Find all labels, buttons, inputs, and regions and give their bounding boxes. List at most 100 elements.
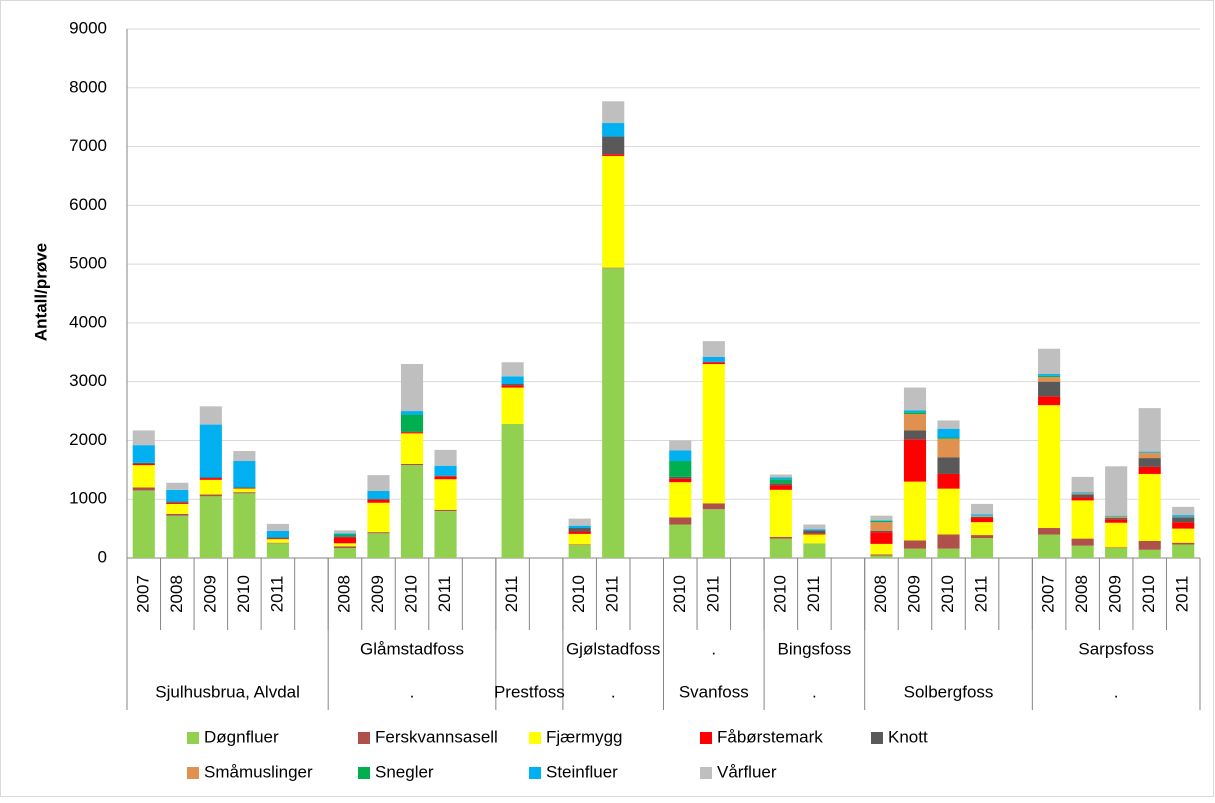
bar-segment: [1038, 381, 1061, 397]
y-tick-label: 4000: [69, 312, 107, 331]
group-label: Sjulhusbrua, Alvdal: [155, 682, 300, 701]
legend-label: Steinfluer: [546, 762, 618, 781]
bar-segment: [199, 494, 222, 497]
y-tick-label: 2000: [69, 430, 107, 449]
bar-segment: [669, 524, 692, 558]
x-tick-label: 2010: [770, 575, 789, 613]
bar-segment: [970, 538, 994, 558]
bar-segment: [602, 154, 625, 156]
legend-label: Småmuslinger: [204, 762, 313, 781]
group-label: .: [1114, 682, 1119, 701]
x-tick-label: 2010: [938, 575, 957, 613]
group-label: Glåmstadfoss: [360, 639, 464, 658]
x-tick-label: 2009: [904, 575, 923, 613]
y-tick-label: 6000: [69, 195, 107, 214]
bar-segment: [702, 341, 725, 357]
bar-segment: [1071, 476, 1094, 493]
bar-segment: [1172, 506, 1195, 516]
bar-segment: [970, 514, 994, 516]
legend-label: Fjærmygg: [546, 727, 623, 746]
y-tick-label: 3000: [69, 371, 107, 390]
y-tick-label: 5000: [69, 254, 107, 273]
bar-segment: [870, 515, 893, 521]
bar-segment: [1038, 405, 1061, 529]
bar-segment: [702, 364, 725, 504]
bar-segment: [333, 530, 357, 534]
bar-segment: [233, 451, 256, 462]
bar-segment: [400, 414, 424, 432]
x-tick-label: 2009: [1106, 575, 1125, 613]
bar-segment: [266, 537, 289, 539]
bar-segment: [1138, 466, 1161, 474]
bar-segment: [132, 462, 155, 464]
bar-segment: [333, 536, 357, 538]
bar-segment: [1105, 515, 1128, 517]
bar-segment: [501, 362, 524, 377]
bar-segment: [132, 487, 155, 491]
legend-swatch: [700, 767, 712, 779]
bar-segment: [1071, 493, 1094, 495]
bar-segment: [937, 534, 960, 549]
bar-segment: [937, 473, 960, 489]
bar-segment: [1138, 451, 1161, 453]
group-label: Solbergfoss: [904, 682, 994, 701]
bar-segment: [1105, 466, 1128, 516]
bar-segment: [1172, 515, 1195, 517]
bar-segment: [803, 524, 826, 530]
legend-swatch: [871, 732, 883, 744]
bar-segment: [937, 420, 960, 429]
bar-segment: [669, 476, 692, 479]
bar-segment: [970, 522, 994, 536]
x-tick-label: 2009: [368, 575, 387, 613]
legend-swatch: [529, 732, 541, 744]
bar-segment: [501, 384, 524, 386]
bar-segment: [1071, 538, 1094, 546]
bar-segment: [702, 356, 725, 362]
bar-segment: [434, 476, 457, 480]
bar-segment: [903, 540, 927, 549]
x-tick-label: 2011: [267, 576, 286, 613]
x-tick-label: 2010: [670, 575, 689, 613]
bar-segment: [903, 387, 927, 411]
bar-segment: [903, 548, 927, 558]
bar-segment: [132, 465, 155, 488]
bar-segment: [970, 515, 994, 517]
legend-swatch: [700, 732, 712, 744]
legend-label: Ferskvannsasell: [375, 727, 498, 746]
bar-segment: [870, 522, 893, 531]
group-label: Prestfoss: [494, 682, 565, 701]
bar-segment: [1138, 452, 1161, 459]
bar-segment: [702, 362, 725, 365]
bar-segment: [199, 478, 222, 480]
bar-segment: [1105, 547, 1128, 549]
bar-segment: [132, 490, 155, 558]
bar-segment: [669, 450, 692, 462]
x-tick-label: 2011: [502, 576, 521, 613]
bar-segment: [1172, 542, 1195, 545]
bar-segment: [937, 438, 960, 458]
bar-segment: [501, 423, 524, 558]
bar-segment: [870, 520, 893, 521]
bar-segment: [1071, 500, 1094, 539]
bar-segment: [166, 482, 189, 490]
bar-segment: [1105, 548, 1128, 558]
bar-segment: [803, 543, 826, 558]
x-tick-label: 2007: [133, 575, 152, 613]
bar-segment: [1038, 534, 1061, 558]
bar-segment: [568, 544, 591, 546]
bar-segment: [166, 501, 189, 503]
bar-segment: [367, 498, 390, 500]
bar-segment: [1071, 494, 1094, 498]
x-tick-label: 2010: [234, 575, 253, 613]
bar-segment: [903, 410, 927, 413]
bar-segment: [400, 432, 424, 434]
bar-segment: [266, 539, 289, 543]
bar-segment: [568, 531, 591, 534]
bar-segment: [1105, 522, 1128, 548]
legend-label: Knott: [888, 727, 928, 746]
bar-segment: [434, 475, 457, 477]
bar-segment: [400, 433, 424, 464]
bar-segment: [333, 543, 357, 547]
bar-segment: [669, 478, 692, 483]
x-tick-label: 2011: [603, 576, 622, 613]
